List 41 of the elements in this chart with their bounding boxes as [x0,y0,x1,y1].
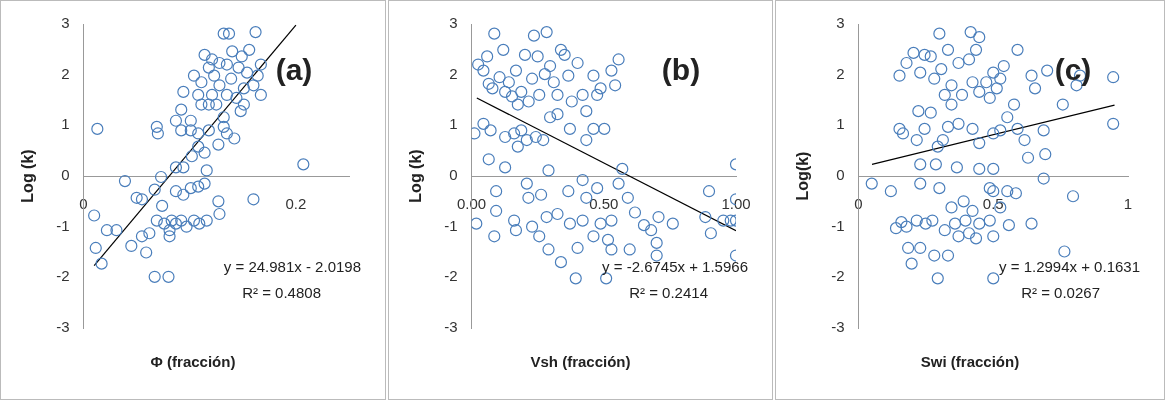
x-axis-title: Vsh (fracción) [529,353,632,370]
y-tick-label: -3 [56,318,70,336]
y-tick-label: 1 [61,115,70,133]
x-tick-label: 1.00 [721,195,751,213]
y-tick-label: 3 [836,14,845,32]
x-axis-title: Φ (fracción) [149,353,237,370]
y-tick-label: 3 [61,14,70,32]
y-tick-label: 3 [449,14,458,32]
y-tick-label: -1 [56,216,70,234]
x-tick-label: 0.50 [589,195,619,213]
y-tick-label: 2 [449,64,458,82]
annotation: R² = 0.4808 [242,284,321,302]
y-tick-label: 0 [61,166,70,184]
y-axis-title: Log (k) [407,149,425,203]
annotation: (a) [275,53,313,87]
y-axis-title: Log (k) [19,149,37,203]
annotation: R² = 0.0267 [1021,284,1100,302]
x-tick-label: 1 [1123,195,1133,213]
y-tick-label: -2 [444,267,458,285]
annotation: y = 24.981x - 2.0198 [223,258,361,276]
x-axis-title: Swi (fracción) [919,353,1021,370]
y-tick-label: -1 [444,216,458,234]
y-tick-label: 1 [836,115,845,133]
x-tick-label: 0.2 [285,195,307,213]
annotation: (c) [1054,53,1092,87]
y-tick-label: -3 [831,318,845,336]
annotation: y = -2.6745x + 1.5966 [602,258,748,276]
annotation: (b) [661,53,701,87]
y-tick-label: 1 [449,115,458,133]
y-tick-label: 0 [449,166,458,184]
y-tick-label: -1 [831,216,845,234]
y-tick-label: -2 [56,267,70,285]
y-tick-label: 2 [836,64,845,82]
y-tick-label: 0 [836,166,845,184]
y-tick-label: 2 [61,64,70,82]
annotation: y = 1.2994x + 0.1631 [999,258,1140,276]
annotation: R² = 0.2414 [629,284,708,302]
x-tick-label: 0.5 [982,195,1004,213]
y-axis-title: Log(k) [794,151,812,201]
y-tick-label: -3 [444,318,458,336]
y-tick-label: -2 [831,267,845,285]
